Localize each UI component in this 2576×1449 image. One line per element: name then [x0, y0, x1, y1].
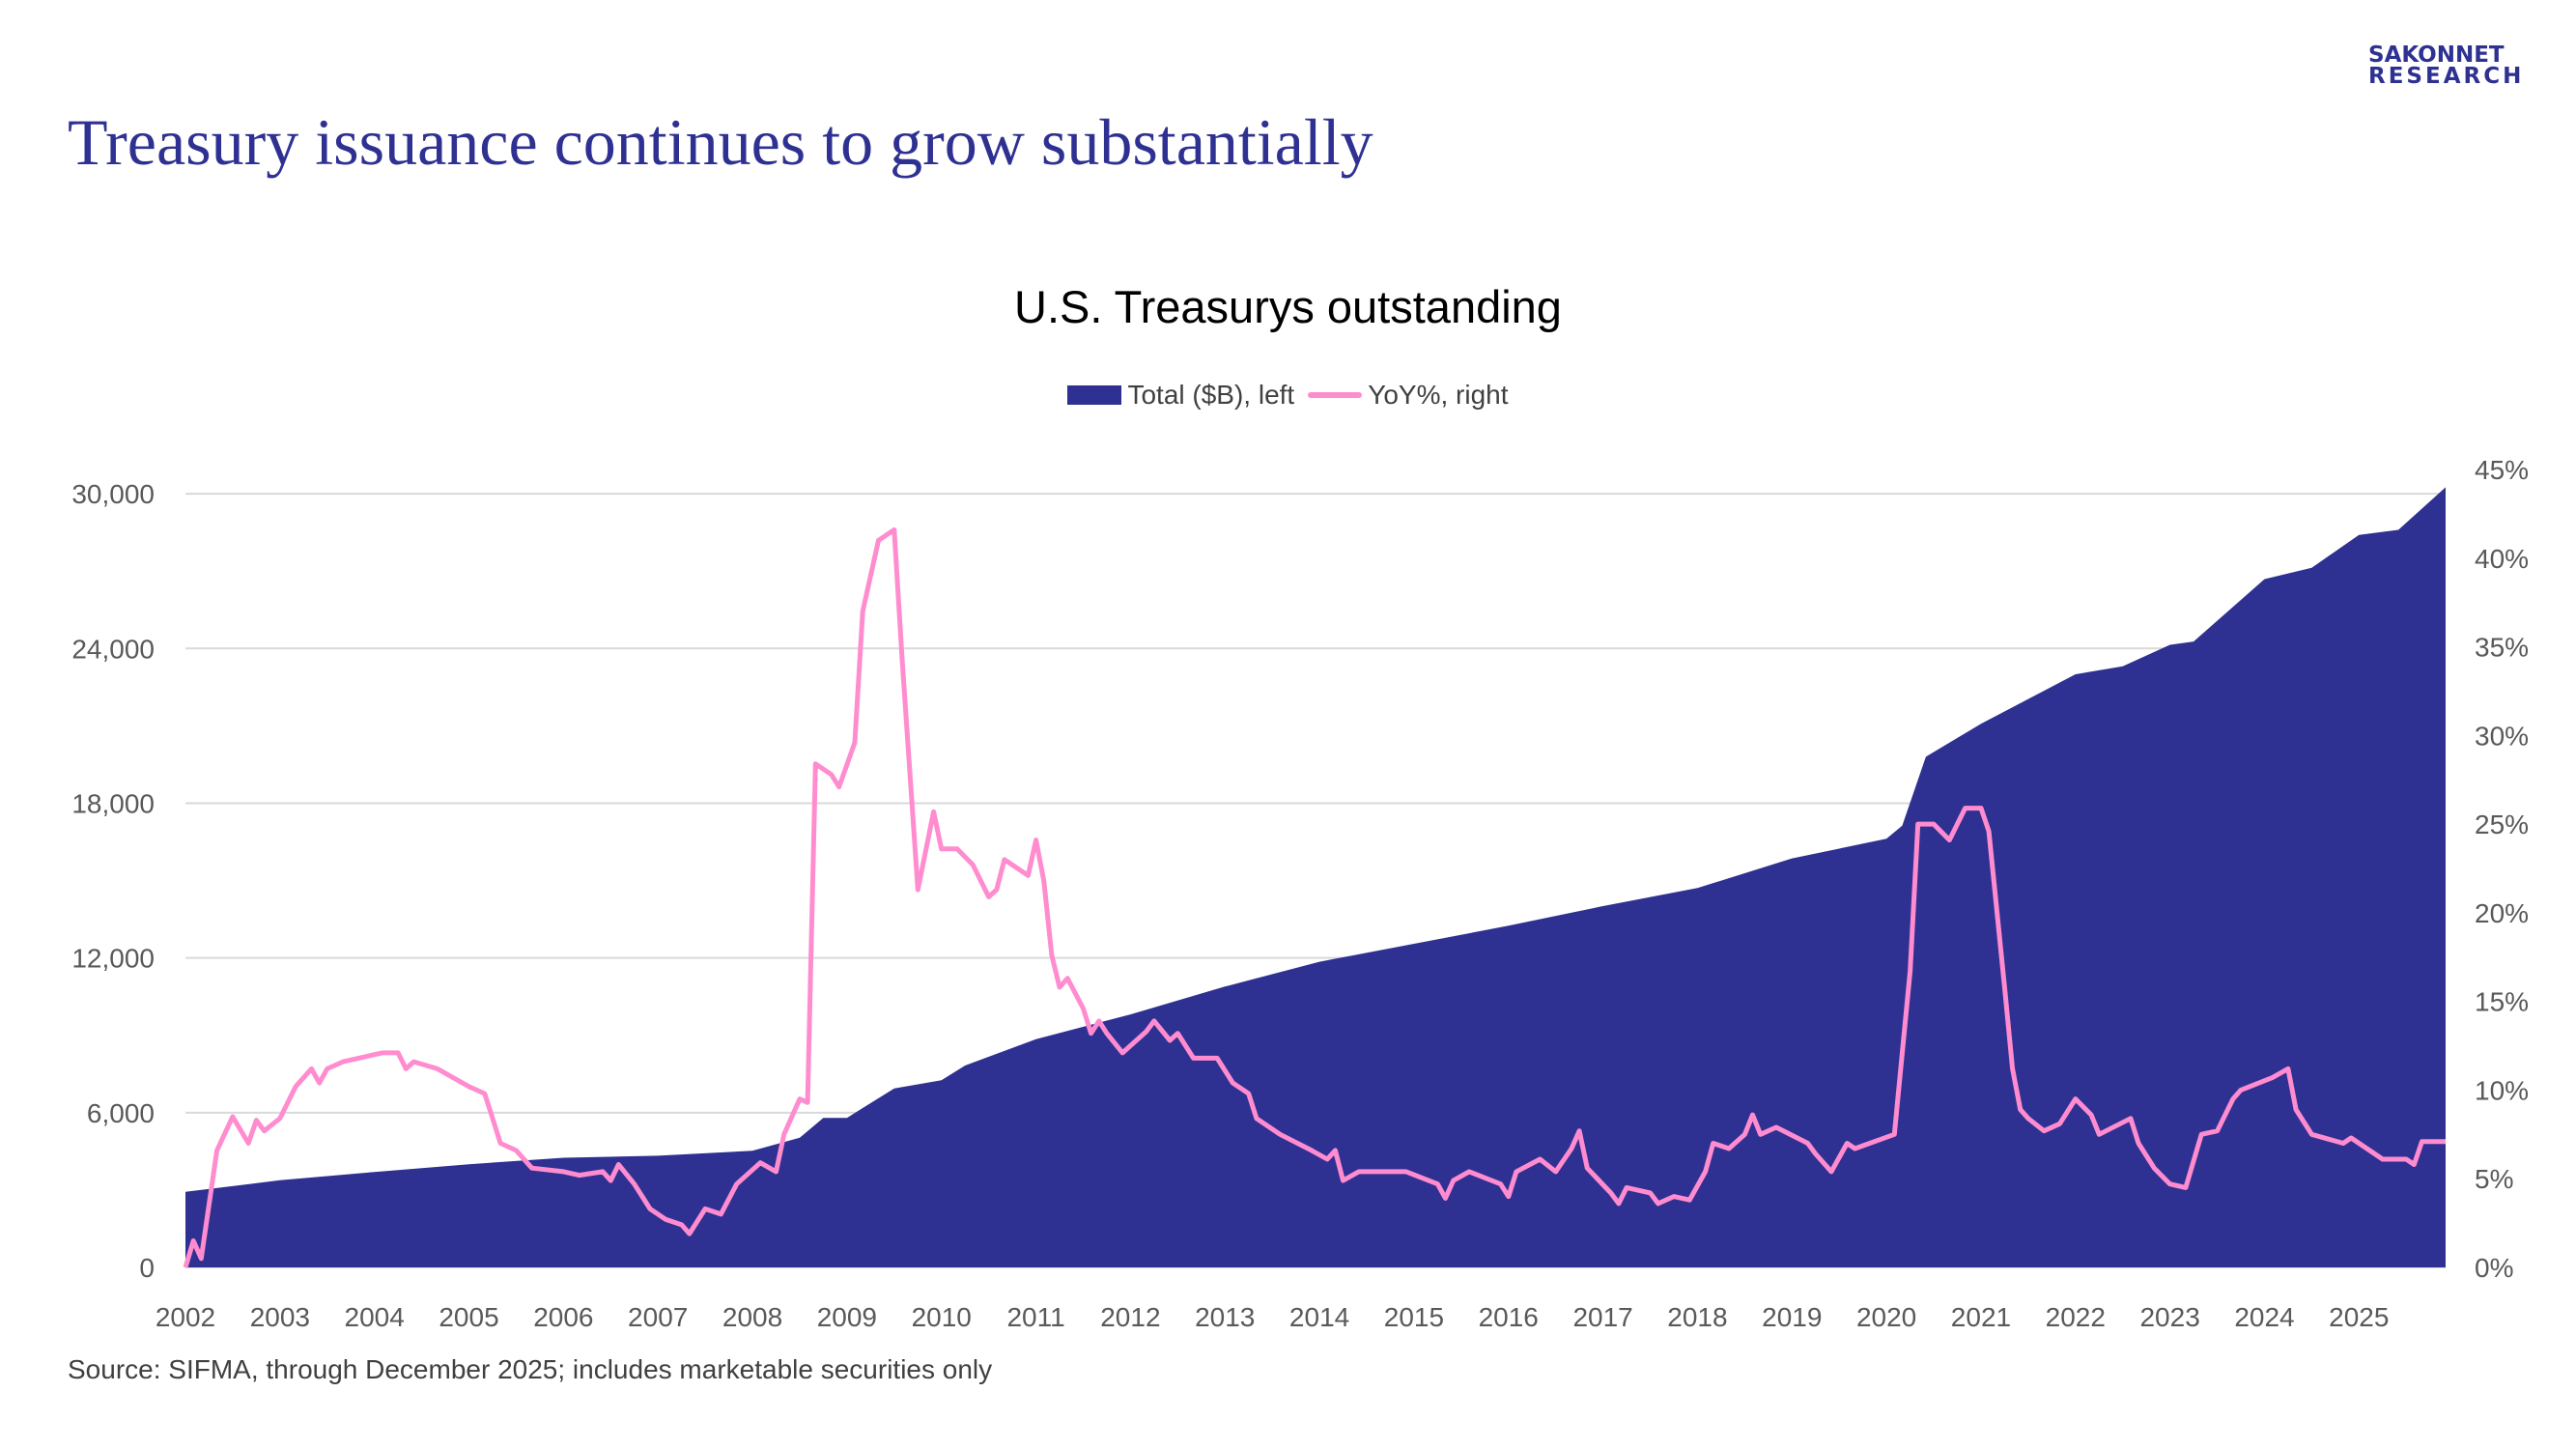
right-axis-tick-label: 30% — [2475, 721, 2529, 751]
right-axis-tick-label: 20% — [2475, 898, 2529, 928]
x-axis-tick-label: 2006 — [533, 1302, 593, 1332]
x-axis-tick-label: 2015 — [1384, 1302, 1444, 1332]
legend-swatch-area — [1067, 385, 1122, 405]
logo-line-1: SAKONNET — [2368, 43, 2505, 68]
right-axis-tick-label: 40% — [2475, 544, 2529, 574]
x-axis-tick-label: 2023 — [2139, 1302, 2199, 1332]
left-axis-tick-label: 12,000 — [71, 944, 155, 974]
right-axis-tick-label: 0% — [2475, 1253, 2513, 1283]
x-axis-tick-label: 2012 — [1100, 1302, 1160, 1332]
right-axis-tick-label: 25% — [2475, 810, 2529, 839]
right-axis-tick-label: 10% — [2475, 1075, 2529, 1105]
legend-item-total: Total ($B), left — [1067, 380, 1294, 411]
legend-label-yoy: YoY%, right — [1368, 380, 1509, 410]
x-axis-tick-label: 2008 — [722, 1302, 782, 1332]
x-axis-tick-label: 2011 — [1006, 1302, 1064, 1332]
total-area-series — [185, 487, 2446, 1267]
x-axis-tick-label: 2025 — [2329, 1302, 2389, 1332]
x-axis-tick-label: 2022 — [2046, 1302, 2106, 1332]
right-axis-tick-label: 15% — [2475, 987, 2529, 1017]
x-axis-tick-label: 2018 — [1667, 1302, 1727, 1332]
right-axis-tick-label: 35% — [2475, 633, 2529, 663]
legend-label-total: Total ($B), left — [1127, 380, 1295, 410]
page-title: Treasury issuance continues to grow subs… — [68, 105, 1373, 179]
legend-item-yoy: YoY%, right — [1308, 380, 1509, 411]
x-axis-tick-label: 2016 — [1479, 1302, 1539, 1332]
logo-line-2: RESEARCH — [2368, 64, 2525, 89]
right-axis-tick-label: 45% — [2475, 455, 2529, 485]
sakonnet-research-logo: SAKONNET RESEARCH — [2368, 43, 2525, 89]
x-axis-tick-label: 2021 — [1951, 1302, 2011, 1332]
x-axis-tick-label: 2002 — [156, 1302, 215, 1332]
left-axis-tick-label: 24,000 — [71, 634, 155, 664]
x-axis-tick-label: 2007 — [628, 1302, 688, 1332]
left-axis-tick-label: 30,000 — [71, 479, 155, 509]
x-axis-tick-label: 2003 — [250, 1302, 310, 1332]
source-note: Source: SIFMA, through December 2025; in… — [68, 1354, 993, 1384]
x-axis-tick-label: 2004 — [345, 1302, 405, 1332]
left-axis-tick-label: 0 — [139, 1253, 155, 1283]
x-axis-tick-label: 2010 — [912, 1302, 972, 1332]
x-axis-tick-label: 2020 — [1856, 1302, 1916, 1332]
left-axis-tick-label: 18,000 — [71, 788, 155, 818]
chart-title: U.S. Treasurys outstanding — [1014, 281, 1562, 332]
x-axis-tick-label: 2019 — [1762, 1302, 1822, 1332]
x-axis-tick-label: 2014 — [1289, 1302, 1349, 1332]
x-axis-tick-label: 2009 — [817, 1302, 877, 1332]
x-axis-tick-label: 2017 — [1572, 1302, 1632, 1332]
x-axis-tick-label: 2013 — [1195, 1302, 1255, 1332]
x-axis-tick-label: 2005 — [439, 1302, 498, 1332]
chart-legend: Total ($B), left YoY%, right — [0, 380, 2576, 411]
legend-swatch-line — [1308, 392, 1363, 398]
x-axis-tick-label: 2024 — [2234, 1302, 2294, 1332]
right-axis-tick-label: 5% — [2475, 1164, 2513, 1194]
left-axis-tick-label: 6,000 — [87, 1098, 155, 1128]
